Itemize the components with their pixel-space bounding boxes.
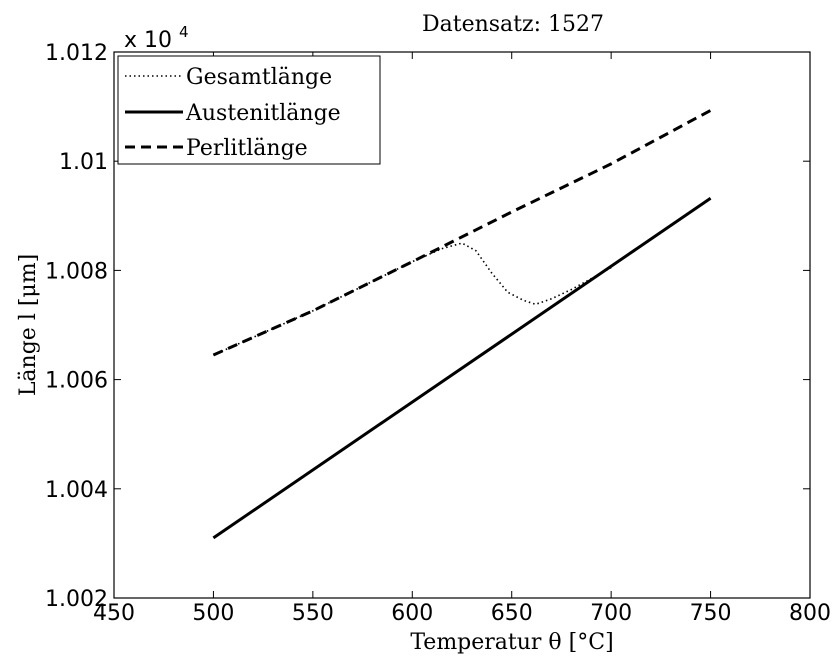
x-axis-label: Temperatur θ [°C] [410, 630, 613, 655]
y-tick-label: 1.012 [45, 41, 108, 66]
y-axis-label: Länge l [μm] [16, 254, 41, 396]
y-multiplier-exponent: 4 [179, 23, 189, 41]
y-tick-label: 1.002 [45, 587, 108, 612]
x-tick-label: 750 [690, 601, 732, 626]
series-lines [212, 109, 712, 540]
plot-area: 450 500 550 600 650 700 750 800 1.002 1.004 1.006… [45, 41, 831, 626]
y-tick-label: 1.01 [59, 150, 108, 175]
x-tick-label: 600 [391, 601, 433, 626]
legend: Gesamtlänge Austenitlänge Perlitlänge [117, 55, 381, 165]
y-ticks: 1.002 1.004 1.006 1.008 1.01 1.012 [45, 41, 810, 612]
x-tick-label: 550 [292, 601, 334, 626]
x-ticks: 450 500 550 600 650 700 750 800 [93, 52, 831, 626]
x-tick-label: 700 [590, 601, 632, 626]
series-line-gesamtlaenge [213, 242, 612, 356]
x-tick-label: 650 [491, 601, 533, 626]
legend-label-gesamtlaenge: Gesamtlänge [186, 65, 332, 90]
x-tick-label: 450 [93, 601, 135, 626]
y-tick-label: 1.004 [45, 478, 108, 503]
y-tick-label: 1.008 [45, 259, 108, 284]
axes-box [113, 51, 811, 599]
legend-label-austenitlaenge: Austenitlänge [185, 101, 341, 126]
chart-title: Datensatz: 1527 [422, 12, 604, 37]
y-multiplier-base: x 10 [124, 28, 172, 53]
x-tick-label: 800 [789, 601, 831, 626]
legend-label-perlitlaenge: Perlitlänge [186, 136, 308, 161]
series-line-austenitlaenge [212, 197, 712, 540]
x-tick-label: 500 [192, 601, 234, 626]
series-line-perlitlaenge [212, 109, 712, 357]
y-tick-label: 1.006 [45, 369, 108, 394]
y-multiplier: x 10 4 [124, 23, 189, 53]
